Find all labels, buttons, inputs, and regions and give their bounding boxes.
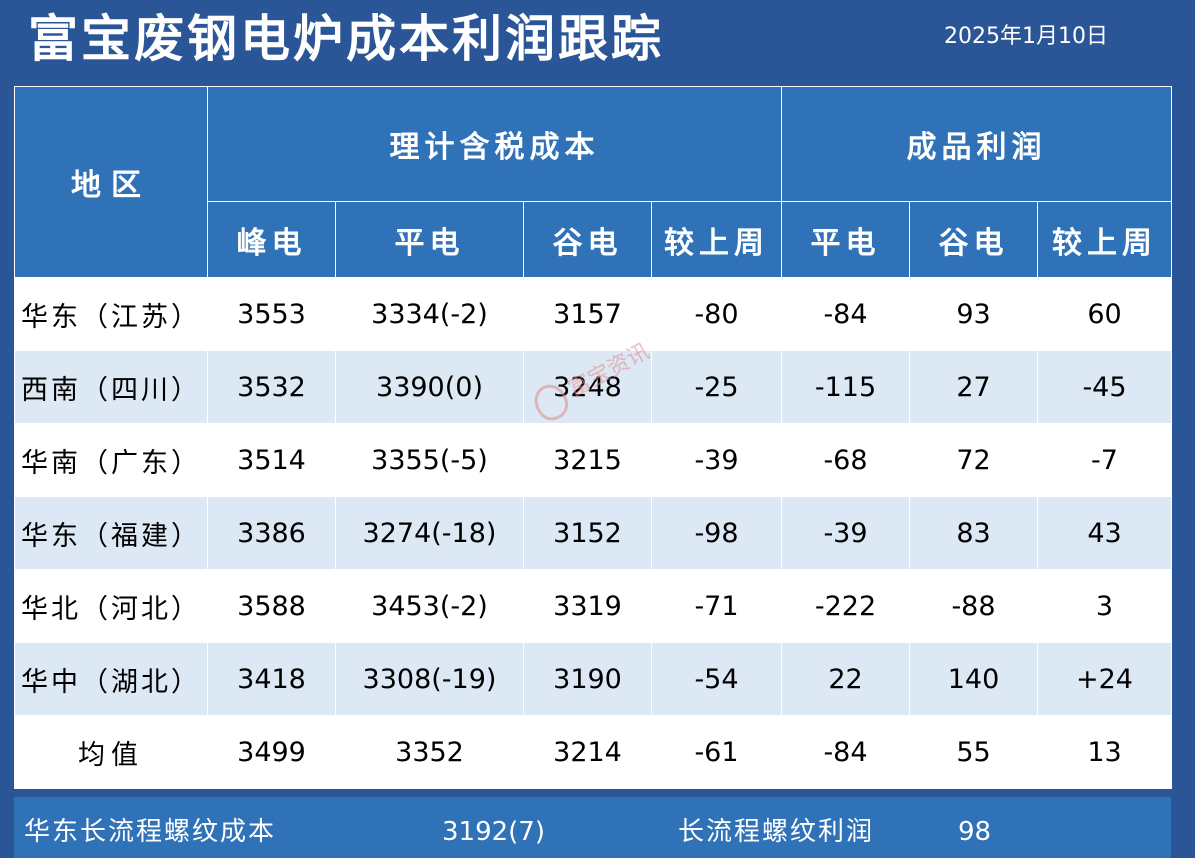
footer-profit-label: 长流程螺纹利润: [678, 817, 875, 847]
footer-profit-value: 98: [958, 817, 992, 847]
report-date: 2025年1月10日: [944, 24, 1108, 49]
profit-valley-cell: 27: [909, 350, 1038, 424]
valley-cost-cell: 3157: [523, 277, 652, 351]
profit-wow-cell: -45: [1037, 350, 1172, 424]
valley-cost-cell: 3152: [523, 496, 652, 570]
profit-flat-cell: 22: [781, 642, 910, 716]
cost-profit-table: 地区 理计含税成本 成品利润 峰电 平电 谷电 较上周 平电 谷电 较上周 华东…: [14, 86, 1172, 789]
col-header-valley: 谷电: [523, 201, 652, 278]
region-cell: 华东（福建）: [14, 496, 208, 570]
col-header-profit-valley: 谷电: [909, 201, 1038, 278]
profit-valley-cell: 55: [909, 715, 1038, 789]
table-row: 西南（四川） 3532 3390(0) 3248 -25 -115 27 -45: [14, 350, 1172, 424]
footer-cost-label: 华东长流程螺纹成本: [24, 817, 277, 847]
flat-cost-cell: 3355(-5): [335, 423, 524, 497]
peak-cost-cell: 3514: [207, 423, 336, 497]
flat-cost-cell: 3274(-18): [335, 496, 524, 570]
valley-cost-cell: 3215: [523, 423, 652, 497]
flat-cost-cell: 3308(-19): [335, 642, 524, 716]
region-cell: 华中（湖北）: [14, 642, 208, 716]
region-cell: 均值: [14, 715, 208, 789]
col-header-cost-wow: 较上周: [651, 201, 782, 278]
profit-flat-cell: -222: [781, 569, 910, 643]
flat-cost-cell: 3352: [335, 715, 524, 789]
peak-cost-cell: 3553: [207, 277, 336, 351]
table-row: 华东（江苏） 3553 3334(-2) 3157 -80 -84 93 60: [14, 277, 1172, 351]
region-cell: 华东（江苏）: [14, 277, 208, 351]
profit-group-header: 成品利润: [781, 86, 1172, 202]
profit-flat-cell: -84: [781, 277, 910, 351]
cost-wow-cell: -54: [651, 642, 782, 716]
profit-valley-cell: 72: [909, 423, 1038, 497]
table-row: 华北（河北） 3588 3453(-2) 3319 -71 -222 -88 3: [14, 569, 1172, 643]
profit-valley-cell: 83: [909, 496, 1038, 570]
valley-cost-cell: 3319: [523, 569, 652, 643]
profit-flat-cell: -115: [781, 350, 910, 424]
profit-wow-cell: -7: [1037, 423, 1172, 497]
peak-cost-cell: 3588: [207, 569, 336, 643]
profit-wow-cell: 43: [1037, 496, 1172, 570]
profit-wow-cell: 60: [1037, 277, 1172, 351]
footer-bar: 华东长流程螺纹成本 3192(7) 长流程螺纹利润 98: [14, 797, 1171, 858]
peak-cost-cell: 3418: [207, 642, 336, 716]
cost-wow-cell: -80: [651, 277, 782, 351]
profit-wow-cell: 13: [1037, 715, 1172, 789]
region-header: 地区: [14, 86, 208, 278]
peak-cost-cell: 3532: [207, 350, 336, 424]
valley-cost-cell: 3248: [523, 350, 652, 424]
cost-group-header: 理计含税成本: [207, 86, 782, 202]
profit-flat-cell: -84: [781, 715, 910, 789]
valley-cost-cell: 3190: [523, 642, 652, 716]
region-cell: 华北（河北）: [14, 569, 208, 643]
table-row: 华南（广东） 3514 3355(-5) 3215 -39 -68 72 -7: [14, 423, 1172, 497]
profit-flat-cell: -68: [781, 423, 910, 497]
cost-wow-cell: -61: [651, 715, 782, 789]
page-title: 富宝废钢电炉成本利润跟踪: [28, 9, 664, 68]
table-row: 华东（福建） 3386 3274(-18) 3152 -98 -39 83 43: [14, 496, 1172, 570]
region-cell: 西南（四川）: [14, 350, 208, 424]
profit-valley-cell: -88: [909, 569, 1038, 643]
cost-wow-cell: -39: [651, 423, 782, 497]
col-header-peak: 峰电: [207, 201, 336, 278]
cost-wow-cell: -71: [651, 569, 782, 643]
peak-cost-cell: 3499: [207, 715, 336, 789]
footer-cost-value: 3192(7): [442, 817, 545, 847]
profit-valley-cell: 140: [909, 642, 1038, 716]
col-header-profit-flat: 平电: [781, 201, 910, 278]
region-cell: 华南（广东）: [14, 423, 208, 497]
flat-cost-cell: 3334(-2): [335, 277, 524, 351]
table-row: 华中（湖北） 3418 3308(-19) 3190 -54 22 140 +24: [14, 642, 1172, 716]
flat-cost-cell: 3453(-2): [335, 569, 524, 643]
profit-valley-cell: 93: [909, 277, 1038, 351]
table-row: 均值 3499 3352 3214 -61 -84 55 13: [14, 715, 1172, 789]
cost-wow-cell: -98: [651, 496, 782, 570]
cost-wow-cell: -25: [651, 350, 782, 424]
profit-wow-cell: 3: [1037, 569, 1172, 643]
profit-flat-cell: -39: [781, 496, 910, 570]
col-header-profit-wow: 较上周: [1037, 201, 1172, 278]
col-header-flat: 平电: [335, 201, 524, 278]
profit-wow-cell: +24: [1037, 642, 1172, 716]
flat-cost-cell: 3390(0): [335, 350, 524, 424]
valley-cost-cell: 3214: [523, 715, 652, 789]
peak-cost-cell: 3386: [207, 496, 336, 570]
